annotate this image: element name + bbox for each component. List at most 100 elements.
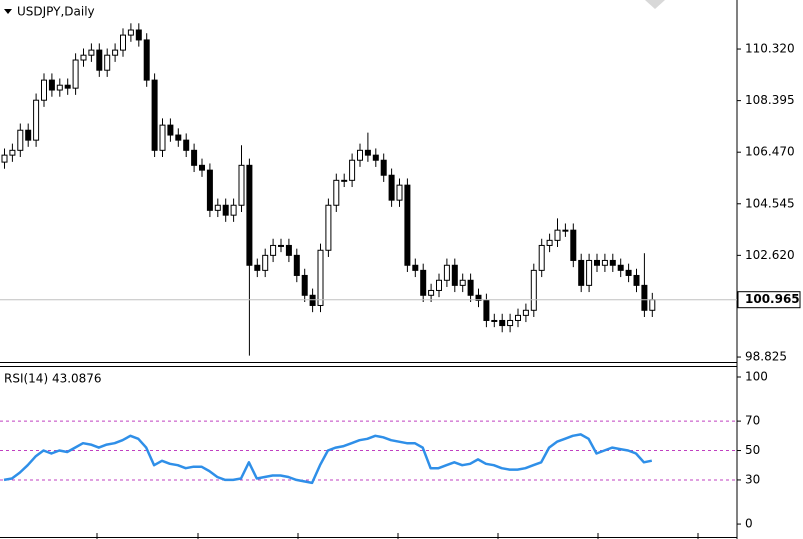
- candle-body: [175, 134, 182, 141]
- candle-body: [396, 184, 403, 201]
- candle-body: [372, 154, 379, 161]
- candle-body: [388, 174, 395, 201]
- candle-body: [246, 164, 253, 266]
- time-ticks: [96, 533, 699, 539]
- candle-body: [206, 169, 213, 211]
- candle-body: [112, 49, 119, 56]
- candle-body: [238, 164, 245, 206]
- candle-body: [609, 259, 616, 266]
- candle-body: [404, 184, 411, 266]
- candle-body: [554, 229, 561, 241]
- candle-body: [507, 319, 514, 327]
- candle-body: [499, 319, 506, 327]
- candle-body: [88, 49, 95, 56]
- candle-body: [633, 274, 640, 286]
- scroll-marker: [645, 0, 665, 9]
- chart-title: USDJPY,Daily: [17, 5, 95, 19]
- candle-body: [467, 279, 474, 296]
- candle-body: [436, 279, 442, 291]
- candle-body: [25, 129, 32, 141]
- candle-body: [617, 264, 624, 271]
- candle-body: [293, 254, 300, 276]
- candle-body: [428, 289, 435, 296]
- y-tick-label: 102.620: [745, 248, 795, 262]
- candle-body: [167, 124, 174, 136]
- candle-body: [120, 34, 126, 51]
- candle-body: [325, 204, 332, 251]
- candle-body: [9, 149, 16, 156]
- candle-body: [262, 254, 269, 271]
- candle-body: [451, 264, 458, 286]
- candle-body: [649, 299, 656, 311]
- candle-body: [183, 139, 190, 151]
- candle-body: [17, 129, 24, 151]
- candle-body: [538, 244, 545, 271]
- candle-body: [546, 239, 553, 246]
- current-price-box: [737, 291, 801, 309]
- candle-body: [641, 284, 648, 311]
- candle-body: [214, 204, 221, 211]
- y-tick-label: 110.320: [745, 42, 795, 56]
- candle-body: [64, 84, 71, 89]
- y-tick-label: 30: [745, 472, 760, 486]
- y-tick-label: 98.825: [745, 350, 787, 364]
- candle-body: [483, 299, 490, 321]
- symbol-menu-arrow[interactable]: [4, 9, 12, 14]
- candle-body: [278, 244, 284, 247]
- candle-body: [443, 264, 450, 281]
- candle-body: [285, 244, 292, 256]
- candle-body: [41, 79, 47, 101]
- candle-body: [625, 269, 632, 276]
- candle-body: [491, 319, 498, 322]
- y-tick-label: 108.395: [745, 93, 795, 107]
- y-tick-label: 0: [745, 517, 753, 531]
- candle-body: [317, 249, 324, 306]
- candle-body: [412, 264, 419, 271]
- candle-body: [309, 294, 316, 306]
- candle-body: [364, 149, 371, 156]
- candle-body: [199, 164, 205, 171]
- current-price-label: 100.965: [745, 292, 800, 306]
- candle-body: [380, 159, 387, 176]
- candle-body: [515, 314, 521, 321]
- candle-body: [48, 79, 55, 91]
- indicator-title: RSI(14) 43.0876: [4, 372, 102, 386]
- y-tick-label: 50: [745, 443, 760, 457]
- candle-body: [159, 124, 166, 151]
- candle-body: [151, 79, 158, 151]
- candle-body: [301, 274, 308, 296]
- candle-body: [1, 154, 8, 163]
- candle-body: [222, 204, 229, 216]
- candle-body: [33, 99, 40, 141]
- candle-body: [570, 229, 577, 261]
- candle-body: [594, 259, 600, 266]
- candle-body: [56, 84, 63, 91]
- candle-body: [270, 244, 277, 256]
- y-tick-label: 106.470: [745, 145, 795, 159]
- candle-body: [530, 269, 537, 311]
- candle-body: [341, 179, 348, 182]
- candle-body: [475, 294, 482, 301]
- y-tick-label: 70: [745, 414, 760, 428]
- candle-body: [349, 159, 356, 181]
- candle-body: [191, 149, 198, 166]
- rsi-line: [3, 433, 653, 485]
- candle-body: [586, 259, 593, 286]
- candle-body: [72, 59, 79, 89]
- candle-body: [578, 259, 585, 286]
- y-tick-label: 104.545: [745, 196, 795, 210]
- candle-body: [254, 264, 261, 271]
- candle-body: [143, 39, 150, 81]
- y-tick-label: 100: [745, 370, 768, 384]
- candle-body: [80, 54, 87, 61]
- candle-body: [562, 229, 569, 232]
- candle-body: [357, 149, 363, 161]
- candle-body: [420, 269, 427, 296]
- candle-body: [230, 204, 237, 216]
- candle-body: [459, 279, 466, 286]
- candle-body: [601, 259, 608, 266]
- candle-body: [104, 54, 111, 71]
- candle-body: [333, 179, 340, 206]
